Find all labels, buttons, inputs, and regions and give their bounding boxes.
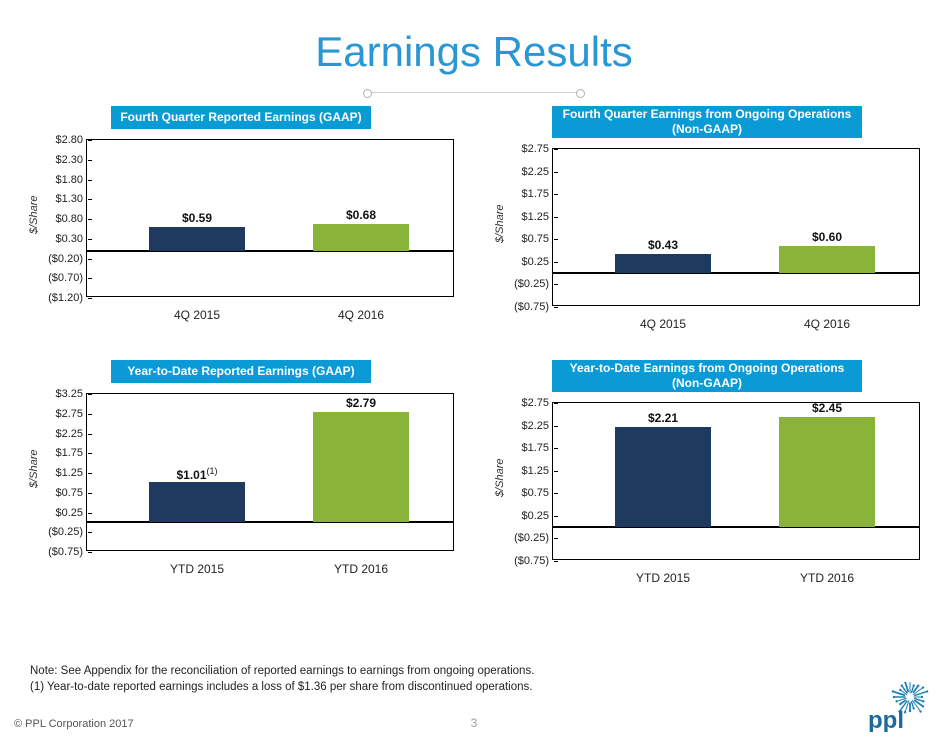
y-tick: ($0.25)	[514, 278, 553, 290]
page-title: Earnings Results	[0, 28, 948, 76]
chart-title: Year-to-Date Reported Earnings (GAAP)	[111, 360, 371, 383]
bar-2016	[313, 412, 409, 522]
y-tick: $2.25	[521, 420, 553, 432]
y-axis-label: $/Share	[28, 449, 40, 488]
bar-2015	[615, 254, 711, 273]
logo-text: ppl	[868, 707, 904, 732]
chart-title: Fourth Quarter Earnings from Ongoing Ope…	[552, 106, 862, 138]
x-category-label: 4Q 2015	[174, 296, 220, 322]
chart-title: Fourth Quarter Reported Earnings (GAAP)	[111, 106, 371, 129]
bar-2016	[313, 224, 409, 251]
bar-value-label: $0.60	[812, 230, 842, 244]
bar-2016	[779, 417, 875, 528]
charts-grid: Fourth Quarter Reported Earnings (GAAP) $…	[0, 106, 948, 596]
y-tick: $1.75	[521, 188, 553, 200]
plot-area: $2.80$2.30$1.80$1.30$0.80$0.30($0.20)($0…	[86, 139, 454, 297]
bar-value-label: $1.01(1)	[176, 466, 217, 482]
y-tick: $1.25	[521, 465, 553, 477]
y-axis-label: $/Share	[494, 458, 506, 497]
chart-title: Year-to-Date Earnings from Ongoing Opera…	[552, 360, 862, 392]
x-category-label: YTD 2015	[170, 550, 224, 576]
y-tick: $2.80	[55, 134, 87, 146]
y-tick: ($0.75)	[514, 301, 553, 313]
x-category-label: YTD 2015	[636, 559, 690, 585]
y-axis-label: $/Share	[28, 195, 40, 234]
bar-2015	[149, 227, 245, 250]
y-tick: $2.25	[521, 166, 553, 178]
y-tick: $2.25	[55, 428, 87, 440]
page-number: 3	[471, 716, 478, 730]
x-category-label: YTD 2016	[334, 550, 388, 576]
y-tick: $1.80	[55, 174, 87, 186]
plot-area: $2.75$2.25$1.75$1.25$0.75$0.25($0.25)($0…	[552, 402, 920, 560]
bar-value-label: $2.79	[346, 396, 376, 410]
y-tick: $2.75	[521, 143, 553, 155]
y-tick: $0.25	[521, 510, 553, 522]
y-axis-label: $/Share	[494, 204, 506, 243]
plot-area: $2.75$2.25$1.75$1.25$0.75$0.25($0.25)($0…	[552, 148, 920, 306]
copyright: © PPL Corporation 2017	[14, 718, 134, 730]
y-tick: $0.75	[55, 487, 87, 499]
y-tick: $1.25	[55, 467, 87, 479]
bar-value-label: $0.59	[182, 211, 212, 225]
y-tick: $1.30	[55, 193, 87, 205]
x-category-label: 4Q 2016	[338, 296, 384, 322]
chart-1: Fourth Quarter Earnings from Ongoing Ope…	[486, 106, 928, 342]
y-tick: ($0.70)	[48, 272, 87, 284]
y-tick: $2.75	[521, 397, 553, 409]
y-tick: $0.25	[521, 256, 553, 268]
y-tick: $0.25	[55, 507, 87, 519]
y-tick: $2.30	[55, 154, 87, 166]
y-tick: $0.75	[521, 233, 553, 245]
x-category-label: YTD 2016	[800, 559, 854, 585]
y-tick: ($0.25)	[514, 532, 553, 544]
y-tick: ($0.75)	[48, 546, 87, 558]
y-tick: $0.75	[521, 487, 553, 499]
bar-2016	[779, 246, 875, 273]
x-category-label: 4Q 2015	[640, 305, 686, 331]
bar-value-label: $2.45	[812, 401, 842, 415]
y-tick: $3.25	[55, 388, 87, 400]
chart-0: Fourth Quarter Reported Earnings (GAAP) $…	[20, 106, 462, 342]
plot-area: $3.25$2.75$2.25$1.75$1.25$0.75$0.25($0.2…	[86, 393, 454, 551]
footnotes: Note: See Appendix for the reconciliatio…	[30, 663, 534, 696]
footnote-line-2: (1) Year-to-date reported earnings inclu…	[30, 679, 534, 696]
y-tick: $0.80	[55, 213, 87, 225]
bar-value-label: $2.21	[648, 411, 678, 425]
y-tick: $1.75	[521, 442, 553, 454]
y-tick: ($0.20)	[48, 253, 87, 265]
ppl-logo: ppl	[860, 682, 930, 732]
title-divider	[0, 80, 948, 98]
y-tick: $1.75	[55, 447, 87, 459]
y-tick: $2.75	[55, 408, 87, 420]
y-tick: $1.25	[521, 211, 553, 223]
x-category-label: 4Q 2016	[804, 305, 850, 331]
chart-3: Year-to-Date Earnings from Ongoing Opera…	[486, 360, 928, 596]
y-tick: ($0.75)	[514, 555, 553, 567]
chart-2: Year-to-Date Reported Earnings (GAAP) $3.…	[20, 360, 462, 596]
y-tick: $0.30	[55, 233, 87, 245]
y-tick: ($0.25)	[48, 526, 87, 538]
y-tick: ($1.20)	[48, 292, 87, 304]
bar-2015	[149, 482, 245, 522]
bar-2015	[615, 427, 711, 527]
bar-value-label: $0.43	[648, 238, 678, 252]
footnote-line-1: Note: See Appendix for the reconciliatio…	[30, 663, 534, 680]
bar-value-label: $0.68	[346, 208, 376, 222]
